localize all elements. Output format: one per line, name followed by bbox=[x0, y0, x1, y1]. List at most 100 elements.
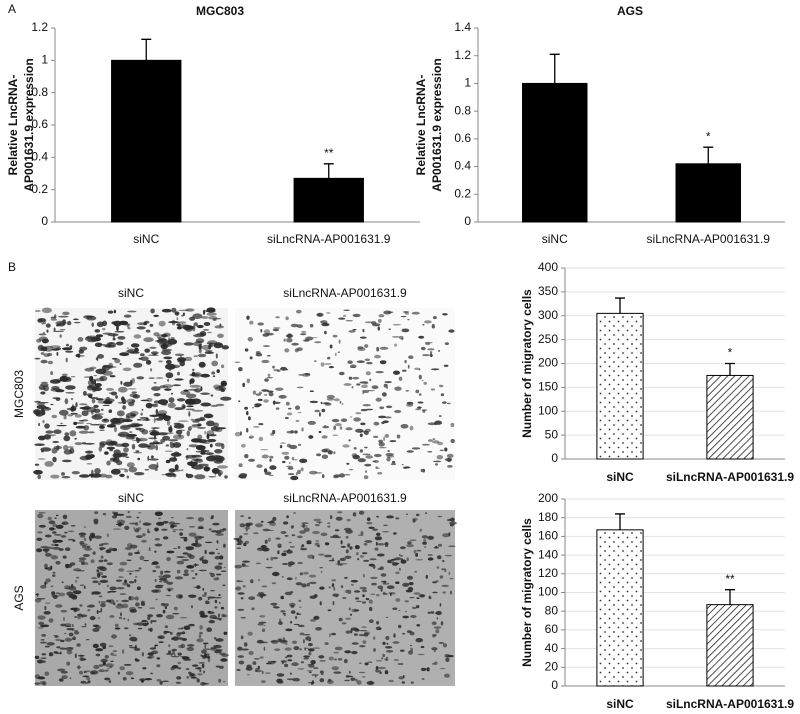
cell bbox=[100, 658, 108, 663]
cell bbox=[346, 518, 351, 522]
cell bbox=[245, 522, 251, 528]
cell bbox=[201, 555, 205, 558]
cell bbox=[316, 453, 322, 457]
cell bbox=[359, 662, 362, 664]
cell bbox=[324, 402, 332, 406]
cell bbox=[55, 514, 59, 517]
cell bbox=[72, 590, 82, 595]
cell bbox=[120, 380, 123, 385]
cell bbox=[104, 344, 116, 348]
cell bbox=[72, 539, 76, 542]
cell bbox=[273, 327, 281, 329]
cell bbox=[395, 598, 401, 602]
cell bbox=[267, 390, 274, 393]
cell bbox=[94, 342, 103, 348]
cell bbox=[151, 456, 154, 458]
cell bbox=[196, 585, 201, 589]
cell bbox=[158, 320, 166, 327]
cell bbox=[68, 586, 77, 591]
cell bbox=[442, 313, 448, 316]
cell bbox=[40, 639, 45, 641]
cell bbox=[171, 392, 173, 395]
cell bbox=[44, 581, 46, 586]
cell bbox=[210, 648, 218, 651]
cell bbox=[238, 463, 243, 468]
cell bbox=[362, 594, 365, 598]
cell bbox=[330, 536, 335, 538]
cell bbox=[434, 421, 438, 426]
cell bbox=[287, 466, 294, 470]
cell bbox=[284, 591, 293, 596]
cell bbox=[373, 421, 380, 426]
cell bbox=[90, 559, 95, 564]
cell bbox=[106, 548, 114, 552]
cell bbox=[371, 582, 377, 586]
cell bbox=[214, 597, 222, 599]
cell bbox=[200, 386, 203, 392]
cell bbox=[105, 396, 111, 403]
cell bbox=[64, 637, 72, 642]
cell bbox=[378, 439, 383, 443]
cell bbox=[208, 528, 212, 531]
cell bbox=[245, 528, 248, 532]
cell bbox=[357, 558, 360, 561]
cell bbox=[150, 368, 153, 372]
cell bbox=[108, 362, 114, 369]
cell bbox=[320, 532, 328, 537]
cell bbox=[396, 434, 401, 439]
cell bbox=[295, 405, 300, 411]
cell bbox=[261, 454, 269, 459]
y-tick-label: 1 bbox=[464, 76, 471, 90]
cell bbox=[356, 360, 365, 364]
cell bbox=[89, 423, 100, 426]
y-tick-label: 0.4 bbox=[31, 150, 48, 164]
cell bbox=[79, 604, 83, 607]
cell bbox=[335, 423, 342, 427]
cell bbox=[395, 517, 400, 520]
cell bbox=[98, 664, 104, 667]
cell bbox=[102, 404, 110, 406]
cell bbox=[263, 646, 266, 651]
cell bbox=[165, 460, 171, 464]
cell bbox=[155, 417, 164, 421]
cell bbox=[47, 352, 53, 357]
cell bbox=[41, 307, 52, 314]
cell bbox=[285, 628, 293, 632]
cell bbox=[74, 442, 83, 446]
cell bbox=[211, 371, 216, 375]
y-axis-label: AP001631.9 expression bbox=[430, 58, 444, 191]
cell bbox=[67, 538, 75, 541]
cell bbox=[176, 569, 181, 574]
cell bbox=[275, 316, 280, 319]
cell bbox=[199, 625, 203, 630]
cell bbox=[108, 409, 113, 414]
cell bbox=[162, 536, 169, 540]
cell bbox=[332, 334, 338, 338]
cell bbox=[266, 529, 275, 532]
error-bar bbox=[615, 297, 625, 314]
cell bbox=[337, 560, 341, 564]
cell bbox=[278, 679, 282, 681]
cell bbox=[383, 383, 388, 388]
cell bbox=[166, 557, 171, 562]
cell bbox=[244, 642, 248, 647]
cell bbox=[306, 582, 310, 587]
cell bbox=[449, 590, 453, 595]
cell bbox=[84, 623, 87, 626]
cell bbox=[183, 569, 189, 574]
cell bbox=[129, 634, 132, 637]
cell bbox=[135, 659, 140, 662]
cell bbox=[59, 329, 66, 331]
cell bbox=[404, 610, 407, 613]
cell bbox=[126, 475, 129, 479]
cell bbox=[45, 553, 52, 557]
cell bbox=[246, 664, 252, 668]
x-tick-label: siNC bbox=[606, 470, 634, 484]
cell bbox=[116, 325, 119, 332]
cell bbox=[44, 406, 49, 409]
cell bbox=[304, 373, 311, 376]
cell bbox=[94, 329, 101, 333]
cell bbox=[87, 384, 94, 391]
cell bbox=[52, 330, 65, 333]
cell bbox=[198, 361, 206, 368]
